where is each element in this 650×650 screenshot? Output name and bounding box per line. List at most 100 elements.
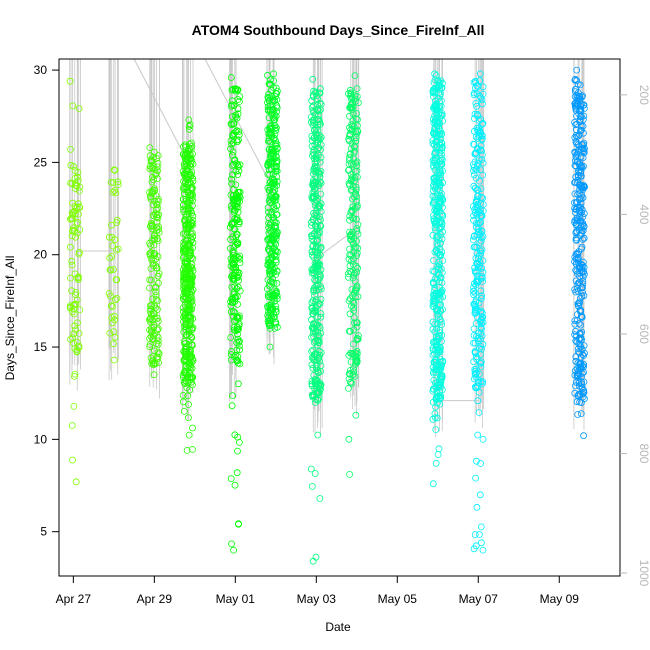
data-point	[266, 171, 274, 178]
data-point	[308, 104, 316, 111]
data-point	[235, 325, 242, 333]
data-point	[473, 503, 481, 511]
data-point	[235, 98, 243, 105]
data-point	[146, 144, 154, 152]
data-point	[572, 173, 580, 181]
data-point	[231, 431, 239, 439]
data-point	[347, 186, 355, 194]
data-point	[184, 147, 192, 155]
data-point	[270, 183, 278, 191]
data-point	[181, 141, 189, 149]
data-point	[437, 231, 445, 239]
data-point	[348, 206, 356, 214]
data-point	[146, 315, 154, 323]
data-point	[350, 149, 358, 157]
data-point	[109, 319, 116, 327]
data-point	[70, 208, 77, 216]
data-point	[228, 161, 236, 169]
data-point	[434, 177, 442, 185]
data-point	[572, 126, 580, 134]
data-point	[575, 167, 582, 175]
data-point	[105, 233, 113, 241]
data-point	[234, 447, 241, 455]
data-point	[180, 282, 188, 290]
data-point	[113, 294, 121, 302]
data-point	[438, 321, 446, 329]
data-point	[267, 251, 275, 259]
data-point	[230, 274, 238, 282]
data-point	[265, 134, 273, 142]
data-point	[235, 312, 243, 320]
data-point	[579, 227, 587, 235]
data-point	[267, 150, 275, 158]
data-point	[346, 262, 354, 270]
data-point	[185, 348, 193, 356]
data-point	[573, 317, 581, 324]
data-point	[188, 184, 196, 192]
data-point	[577, 127, 584, 135]
data-point	[272, 112, 280, 120]
data-point	[185, 240, 193, 248]
data-point	[348, 139, 356, 147]
y-tick-label: 5	[40, 525, 47, 539]
data-point	[76, 226, 84, 234]
data-point	[578, 313, 586, 321]
data-point	[435, 169, 443, 177]
data-point	[234, 171, 242, 179]
data-point	[577, 410, 585, 418]
data-point	[580, 386, 588, 394]
data-point	[265, 267, 273, 275]
data-point	[317, 313, 325, 321]
data-point	[579, 258, 587, 266]
data-point	[345, 384, 352, 392]
data-point	[350, 215, 358, 223]
data-point	[312, 129, 320, 137]
data-point	[68, 257, 76, 265]
data-point	[474, 200, 482, 208]
data-point	[150, 321, 158, 329]
data-point	[470, 332, 478, 339]
data-point	[477, 249, 485, 257]
data-point	[264, 93, 272, 101]
data-point	[265, 281, 273, 289]
data-point	[350, 193, 358, 201]
data-point	[471, 289, 479, 297]
data-point	[236, 346, 244, 354]
data-point	[75, 273, 82, 281]
data-point	[152, 340, 160, 348]
data-point	[313, 95, 321, 103]
data-point	[184, 306, 192, 314]
x-tick-label: May 09	[540, 592, 580, 606]
data-point	[437, 131, 445, 139]
data-point	[474, 278, 482, 286]
data-point	[180, 201, 187, 209]
data-point	[154, 152, 162, 160]
data-point	[308, 132, 316, 140]
data-point	[578, 184, 586, 192]
data-point	[346, 131, 354, 139]
data-point	[316, 213, 323, 221]
data-point	[312, 357, 320, 365]
data-point	[437, 300, 445, 308]
data-point	[186, 321, 194, 329]
data-point	[180, 357, 188, 365]
data-point	[183, 155, 191, 163]
data-point	[429, 200, 437, 208]
data-point	[572, 353, 580, 361]
data-point	[572, 277, 580, 285]
data-point	[179, 292, 187, 300]
data-point	[344, 273, 352, 281]
data-point	[578, 328, 586, 336]
data-point	[473, 268, 481, 276]
data-point	[311, 350, 319, 358]
data-point	[105, 289, 113, 297]
data-point	[227, 120, 235, 128]
data-point	[187, 279, 195, 287]
data-point	[433, 207, 441, 214]
data-point	[437, 168, 445, 175]
data-point	[147, 156, 155, 164]
data-point	[351, 372, 359, 380]
data-point	[432, 246, 440, 254]
data-point	[476, 335, 484, 343]
data-point	[230, 102, 238, 110]
